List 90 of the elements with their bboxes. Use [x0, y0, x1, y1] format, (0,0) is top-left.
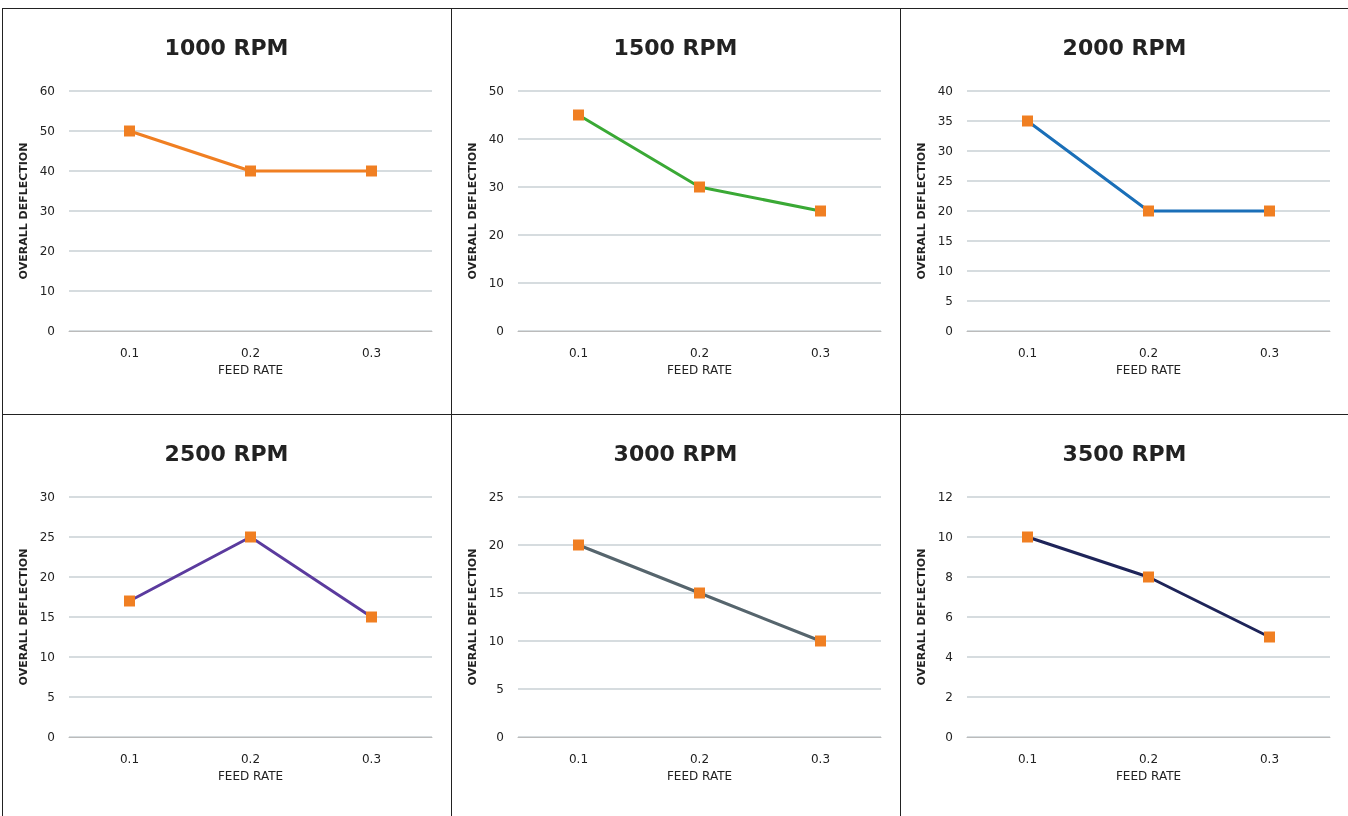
x-axis-title: FEED RATE — [666, 768, 733, 783]
y-tick-label: 2 — [945, 690, 953, 704]
point — [694, 587, 705, 599]
y-tick-label: 10 — [39, 284, 55, 298]
x-tick-label: 0.3 — [810, 346, 831, 360]
x-axis-title: FEED RATE — [666, 362, 733, 377]
x-tick-label: 0.3 — [361, 752, 382, 766]
y-tick-label: 60 — [39, 84, 55, 98]
x-tick-label: 0.1 — [1017, 752, 1038, 766]
y-tick-label: 30 — [39, 204, 55, 218]
point — [694, 181, 705, 193]
x-tick-label: 0.1 — [568, 752, 589, 766]
chart-title: 3500 RPM — [1062, 440, 1187, 466]
y-tick-label: 40 — [488, 132, 504, 146]
y-tick-label: 0 — [945, 730, 953, 744]
x-tick-label: 0.3 — [361, 346, 382, 360]
y-tick-label: 40 — [39, 164, 55, 178]
x-tick-label: 0.2 — [240, 752, 261, 766]
x-tick-label: 0.2 — [240, 346, 261, 360]
x-axis-title: FEED RATE — [217, 362, 284, 377]
y-tick-label: 15 — [39, 610, 55, 624]
x-tick-label: 0.2 — [1138, 346, 1159, 360]
y-tick-label: 25 — [488, 490, 504, 504]
y-tick-label: 0 — [945, 324, 953, 338]
y-tick-label: 10 — [39, 650, 55, 664]
x-tick-label: 0.3 — [1259, 752, 1280, 766]
y-tick-label: 12 — [937, 490, 953, 504]
x-tick-label: 0.1 — [568, 346, 589, 360]
x-tick-label: 0.2 — [689, 346, 710, 360]
y-tick-label: 30 — [488, 180, 504, 194]
x-tick-label: 0.2 — [1138, 752, 1159, 766]
y-tick-label: 20 — [39, 570, 55, 584]
y-tick-label: 10 — [488, 634, 504, 648]
y-tick-label: 0 — [47, 730, 55, 744]
y-tick-label: 20 — [937, 204, 953, 218]
chart-title: 1000 RPM — [164, 34, 289, 60]
y-tick-label: 6 — [945, 610, 953, 624]
y-tick-label: 5 — [945, 294, 953, 308]
y-tick-label: 0 — [47, 324, 55, 338]
y-tick-label: 5 — [496, 682, 504, 696]
x-axis-title: FEED RATE — [1115, 362, 1182, 377]
y-tick-label: 10 — [937, 264, 953, 278]
y-tick-label: 30 — [39, 490, 55, 504]
y-tick-label: 35 — [937, 114, 953, 128]
x-tick-label: 0.3 — [1259, 346, 1280, 360]
y-tick-label: 50 — [39, 124, 55, 138]
y-axis-title: OVERALL DEFLECTION — [914, 142, 928, 280]
point — [1143, 571, 1154, 583]
chart-title: 2500 RPM — [164, 440, 289, 466]
y-tick-label: 8 — [945, 570, 953, 584]
y-axis-title: OVERALL DEFLECTION — [16, 548, 30, 686]
y-tick-label: 20 — [488, 228, 504, 242]
x-tick-label: 0.1 — [119, 752, 140, 766]
y-tick-label: 50 — [488, 84, 504, 98]
x-axis-title: FEED RATE — [217, 768, 284, 783]
chart-title: 2000 RPM — [1062, 34, 1187, 60]
y-tick-label: 20 — [488, 538, 504, 552]
point — [366, 611, 377, 623]
point — [815, 635, 826, 647]
point — [573, 539, 584, 551]
point — [815, 205, 826, 217]
point — [1022, 531, 1033, 543]
x-tick-label: 0.2 — [689, 752, 710, 766]
y-tick-label: 30 — [937, 144, 953, 158]
y-tick-label: 10 — [488, 276, 504, 290]
y-tick-label: 25 — [937, 174, 953, 188]
x-axis-title: FEED RATE — [1115, 768, 1182, 783]
x-tick-label: 0.3 — [810, 752, 831, 766]
y-axis-title: OVERALL DEFLECTION — [16, 142, 30, 280]
point — [573, 109, 584, 121]
y-tick-label: 15 — [488, 586, 504, 600]
y-axis-title: OVERALL DEFLECTION — [465, 142, 479, 280]
y-tick-label: 25 — [39, 530, 55, 544]
y-axis-title: OVERALL DEFLECTION — [914, 548, 928, 686]
y-tick-label: 40 — [937, 84, 953, 98]
y-tick-label: 0 — [496, 324, 504, 338]
point — [1264, 631, 1275, 643]
y-tick-label: 15 — [937, 234, 953, 248]
y-axis-title: OVERALL DEFLECTION — [465, 548, 479, 686]
y-tick-label: 4 — [945, 650, 953, 664]
y-tick-label: 0 — [496, 730, 504, 744]
chart-title: 1500 RPM — [613, 34, 738, 60]
chart-title: 3000 RPM — [613, 440, 738, 466]
point — [124, 595, 135, 607]
y-tick-label: 20 — [39, 244, 55, 258]
x-tick-label: 0.1 — [119, 346, 140, 360]
y-tick-label: 5 — [47, 690, 55, 704]
y-tick-label: 10 — [937, 530, 953, 544]
point — [245, 531, 256, 543]
x-tick-label: 0.1 — [1017, 346, 1038, 360]
